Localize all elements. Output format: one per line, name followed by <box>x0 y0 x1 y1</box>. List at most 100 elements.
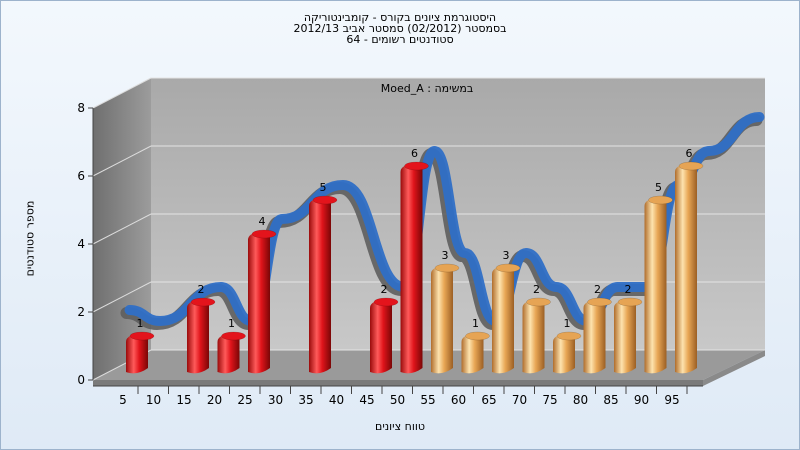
bar <box>583 297 612 374</box>
bar-value-label: 2 <box>381 283 388 296</box>
floor-side-edge <box>703 350 765 386</box>
bar <box>370 297 399 374</box>
annotation-text: במשימה : Moed_A <box>381 82 473 95</box>
bar-cap <box>373 297 399 307</box>
x-tick-label: 15 <box>176 393 191 407</box>
x-tick-label: 65 <box>481 393 496 407</box>
bar-body <box>675 164 697 374</box>
y-tick-label: 8 <box>77 101 85 115</box>
y-tick-label: 0 <box>77 373 85 387</box>
x-tick-label: 25 <box>237 393 252 407</box>
bar <box>217 331 246 374</box>
bar-value-label: 1 <box>228 317 235 330</box>
bar-cap <box>434 263 460 273</box>
y-axis-title: מספר סטודנטים <box>23 200 37 277</box>
x-tick-label: 5 <box>119 393 127 407</box>
bar <box>126 331 155 374</box>
bar-value-label: 1 <box>137 317 144 330</box>
bar <box>492 263 521 374</box>
bar-body <box>187 300 209 374</box>
bar-cap <box>495 263 521 273</box>
gridline-left <box>92 145 152 177</box>
bar-cap <box>129 331 155 341</box>
x-tick-label: 55 <box>420 393 435 407</box>
bar <box>248 229 277 374</box>
bar-cap <box>190 297 216 307</box>
bar-value-label: 2 <box>625 283 632 296</box>
bar <box>187 297 216 374</box>
bar-body <box>461 334 484 374</box>
bar-cap <box>648 195 673 205</box>
bar-value-label: 4 <box>259 215 266 228</box>
chart-title-line-3: סטודנטים רשומים - 64 <box>346 33 454 46</box>
x-tick-label: 85 <box>603 393 618 407</box>
bar <box>400 161 429 374</box>
bar-value-label: 3 <box>442 249 449 262</box>
bar-body <box>309 198 331 374</box>
x-axis-title: טווח ציונים <box>375 420 425 433</box>
x-tick-label: 30 <box>268 393 283 407</box>
x-tick-label: 75 <box>542 393 557 407</box>
bar <box>309 195 338 374</box>
bar-cap <box>526 297 551 307</box>
bar-value-label: 5 <box>320 181 327 194</box>
x-tick-label: 10 <box>146 393 161 407</box>
bar-body <box>400 164 423 374</box>
bar-body <box>614 300 636 374</box>
bar-cap <box>617 297 643 307</box>
x-tick-label: 70 <box>512 393 527 407</box>
bar-value-label: 5 <box>655 181 662 194</box>
y-tick-label: 6 <box>77 169 85 183</box>
x-tick-label: 40 <box>329 393 344 407</box>
bar-cap <box>251 229 277 239</box>
x-tick-label: 35 <box>298 393 313 407</box>
bar-value-label: 6 <box>686 147 693 160</box>
bar <box>431 263 460 374</box>
bar-cap <box>678 161 704 171</box>
gridline-left <box>92 213 152 245</box>
bar <box>522 297 551 374</box>
bar-cap <box>465 331 490 341</box>
x-tick-label: 95 <box>664 393 679 407</box>
bar-value-label: 2 <box>533 283 540 296</box>
bar <box>553 331 582 374</box>
y-tick-label: 4 <box>77 237 85 251</box>
bar <box>461 331 490 374</box>
bar-cap <box>221 331 246 341</box>
bar <box>614 297 643 374</box>
bar-value-label: 6 <box>411 147 418 160</box>
gridline-left <box>92 281 152 313</box>
bar-cap <box>587 297 612 307</box>
bar-body <box>126 334 148 374</box>
bar <box>644 195 673 374</box>
bar-body <box>644 198 667 374</box>
chart-title-line-2: בסמסטר (02/2012) סמסטר אביב 2012/13 <box>293 22 507 35</box>
bar-body <box>431 266 453 374</box>
bar-series <box>126 161 704 374</box>
x-tick-label: 50 <box>390 393 405 407</box>
bar-body <box>522 300 545 374</box>
bar <box>675 161 704 374</box>
floor-edge <box>93 380 703 386</box>
x-tick-label: 20 <box>207 393 222 407</box>
x-tick-label: 60 <box>451 393 466 407</box>
bar-value-label: 1 <box>472 317 479 330</box>
x-tick-label: 45 <box>359 393 374 407</box>
bar-value-label: 2 <box>594 283 601 296</box>
x-tick-label: 90 <box>634 393 649 407</box>
bar-body <box>553 334 575 374</box>
bar-cap <box>312 195 338 205</box>
bar-value-label: 2 <box>198 283 205 296</box>
data-labels: 1 2 1 4 5 2 6 3 1 3 2 1 2 2 5 6 <box>137 147 693 330</box>
y-tick-label: 2 <box>77 305 85 319</box>
bar-body <box>248 232 270 374</box>
bar-value-label: 3 <box>503 249 510 262</box>
bar-cap <box>404 161 429 171</box>
gridline-left <box>92 77 152 109</box>
bar-cap <box>556 331 582 341</box>
bar-body <box>583 300 606 374</box>
x-tick-label: 80 <box>573 393 588 407</box>
bar-body <box>370 300 392 374</box>
